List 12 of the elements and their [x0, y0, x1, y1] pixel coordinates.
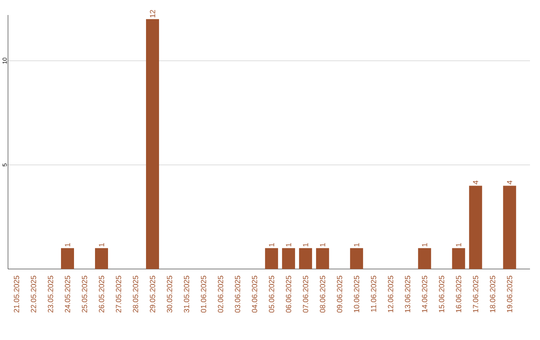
bar — [299, 248, 312, 269]
bar — [282, 248, 296, 269]
bar — [350, 248, 364, 269]
bar — [452, 248, 466, 269]
bar — [469, 186, 482, 269]
bar — [316, 248, 330, 269]
bar — [146, 19, 160, 269]
bar — [265, 248, 278, 269]
bar — [61, 248, 74, 269]
bar — [503, 186, 516, 269]
bar — [95, 248, 108, 269]
bar — [418, 248, 432, 269]
